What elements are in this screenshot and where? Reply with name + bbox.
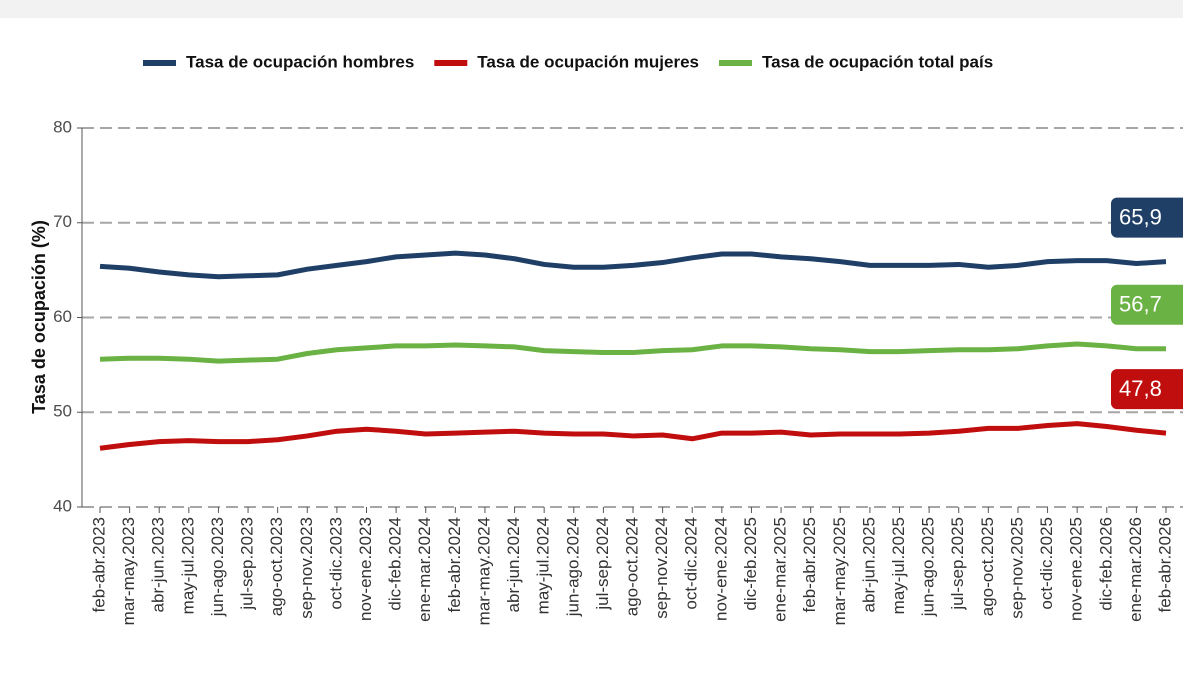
x-tick-label: sep-nov.2023 xyxy=(297,517,316,619)
x-tick-label: abr-jun.2025 xyxy=(859,517,878,612)
x-tick-label: oct-dic.2023 xyxy=(326,517,345,610)
legend-label: Tasa de ocupación hombres xyxy=(186,52,414,71)
x-tick-label: nov-ene.2024 xyxy=(711,517,730,621)
x-tick-label: ago-oct.2023 xyxy=(267,517,286,616)
x-tick-label: feb-abr.2026 xyxy=(1155,517,1174,612)
end-label: 65,9 xyxy=(1111,197,1183,238)
x-tick-label: sep-nov.2024 xyxy=(652,517,671,619)
x-tick-label: jun-ago.2024 xyxy=(563,517,582,617)
x-tick-label: mar-may.2023 xyxy=(119,517,138,625)
x-tick-label: jun-ago.2025 xyxy=(919,517,938,617)
x-tick-label: feb-abr.2023 xyxy=(89,517,108,612)
x-tick-label: abr-jun.2024 xyxy=(504,517,523,612)
x-tick-label: abr-jun.2023 xyxy=(149,517,168,612)
x-tick-label: may-jul.2023 xyxy=(178,517,197,614)
end-label-box xyxy=(1111,369,1183,410)
x-tick-label: ago-oct.2025 xyxy=(978,517,997,616)
end-label-box xyxy=(1111,284,1183,325)
x-tick-label: nov-ene.2025 xyxy=(1067,517,1086,621)
series-line xyxy=(99,341,1166,364)
x-tick-label: may-jul.2024 xyxy=(534,517,553,614)
x-tick-label: jul-sep.2024 xyxy=(593,517,612,611)
legend-label: Tasa de ocupación total país xyxy=(762,52,993,71)
end-label-text: 47,8 xyxy=(1119,376,1162,401)
end-label-box xyxy=(1111,197,1183,238)
x-tick-label: dic-feb.2025 xyxy=(741,517,760,611)
x-tick-label: sep-nov.2025 xyxy=(1007,517,1026,619)
y-tick-label: 40 xyxy=(53,496,72,515)
x-tick-label: ene-mar.2024 xyxy=(415,517,434,622)
series-line xyxy=(99,421,1167,451)
x-tick-label: jul-sep.2023 xyxy=(238,517,257,611)
x-tick-label: mar-may.2024 xyxy=(474,517,493,625)
end-label-text: 65,9 xyxy=(1119,204,1162,229)
x-tick-label: ene-mar.2025 xyxy=(771,517,790,622)
legend-label: Tasa de ocupación mujeres xyxy=(477,52,699,71)
end-label: 56,7 xyxy=(1111,284,1183,325)
end-label-text: 56,7 xyxy=(1119,292,1162,317)
x-tick-label: may-jul.2025 xyxy=(889,517,908,614)
top-band xyxy=(0,0,1183,18)
x-tick-label: ene-mar.2026 xyxy=(1126,517,1145,622)
x-tick-label: nov-ene.2023 xyxy=(356,517,375,621)
x-tick-label: oct-dic.2025 xyxy=(1037,517,1056,610)
y-tick-label: 80 xyxy=(53,117,72,136)
x-tick-label: mar-may.2025 xyxy=(830,517,849,625)
y-tick-label: 70 xyxy=(53,212,72,231)
y-tick-label: 60 xyxy=(53,307,72,326)
x-tick-label: jul-sep.2025 xyxy=(948,517,967,611)
end-label: 47,8 xyxy=(1111,369,1183,410)
x-tick-label: feb-abr.2025 xyxy=(800,517,819,612)
x-tick-label: feb-abr.2024 xyxy=(445,517,464,612)
x-tick-label: ago-oct.2024 xyxy=(622,517,641,616)
x-tick-label: dic-feb.2024 xyxy=(386,517,405,611)
x-tick-label: dic-feb.2026 xyxy=(1096,517,1115,611)
series-line xyxy=(99,250,1167,280)
x-tick-label: jun-ago.2023 xyxy=(208,517,227,617)
y-axis-label: Tasa de ocupación (%) xyxy=(29,220,49,414)
y-tick-label: 50 xyxy=(53,402,72,421)
x-tick-label: oct-dic.2024 xyxy=(682,517,701,610)
